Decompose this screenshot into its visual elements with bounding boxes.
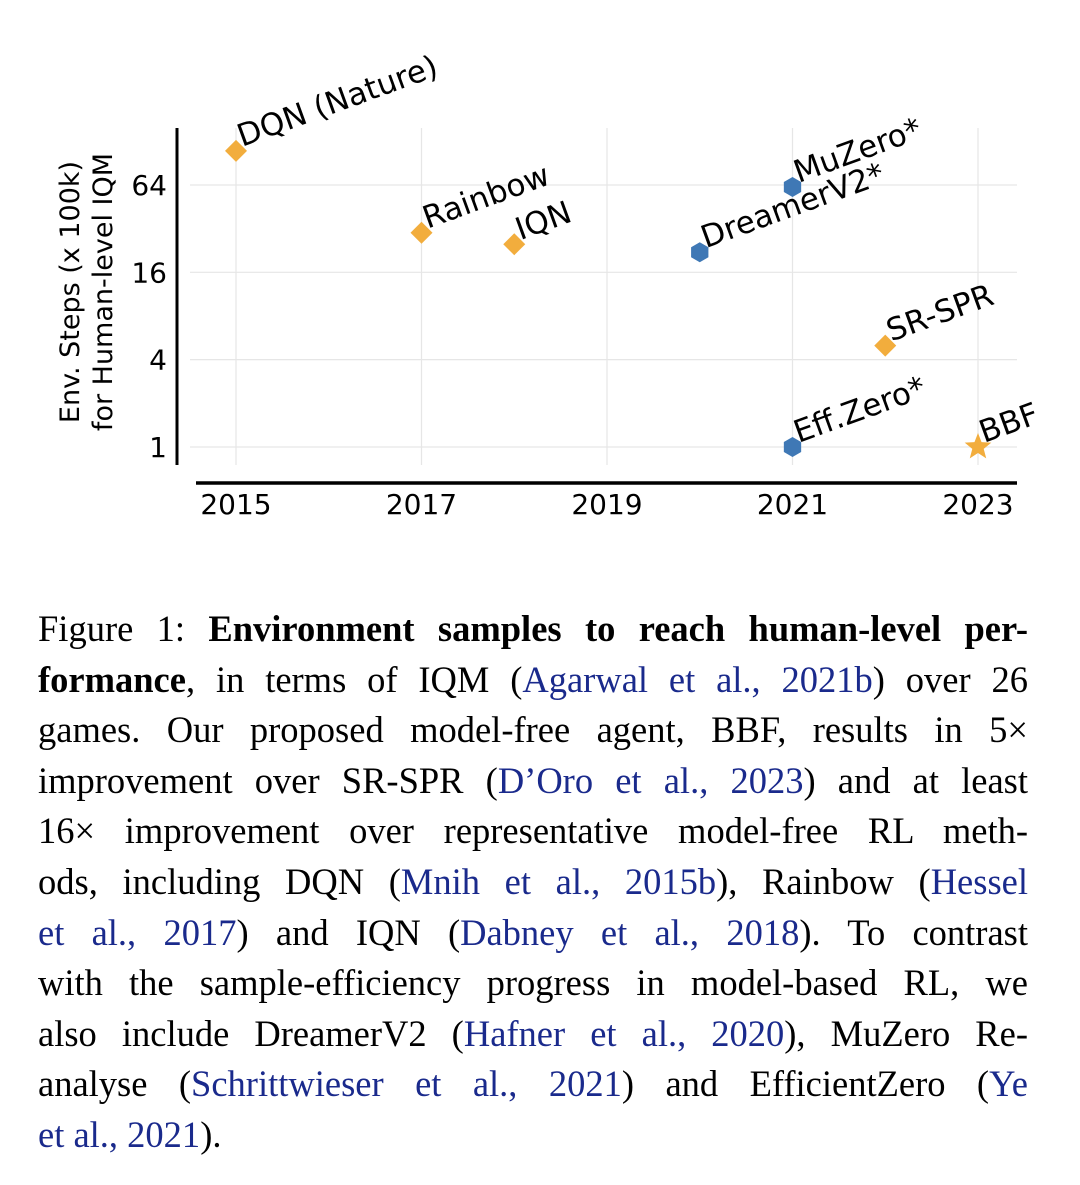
caption-text: games. Our proposed model-free agent, BB… [38, 709, 1028, 751]
figure-1-chart: 2015 2017 2019 2021 2023 1 4 16 64 Env. Steps (… [0, 0, 1080, 590]
caption-text: ). [200, 1113, 222, 1155]
caption-text: ). To contrast [799, 911, 1028, 953]
caption-text: ) over 26 [872, 658, 1028, 700]
citation-link-ye[interactable]: Ye [989, 1063, 1028, 1105]
scatter-plot: 2015 2017 2019 2021 2023 1 4 16 64 Env. Steps (… [55, 49, 1043, 521]
caption-line-1: Figure 1: Environment samples to reach h… [38, 604, 1028, 655]
point-bbf [964, 433, 992, 459]
caption-line-6: ods, including DQN (Mnih et al., 2015b),… [38, 857, 1028, 908]
caption-text: ) and at least [803, 759, 1028, 801]
caption-title: Environment samples to reach human-level… [208, 608, 1028, 649]
y-tick-label: 16 [131, 256, 167, 289]
caption-line-3: games. Our proposed model-free agent, BB… [38, 705, 1028, 756]
citation-link-hessel-cont[interactable]: et al., 2017 [38, 911, 237, 953]
label-eff-zero: Eff.Zero* [789, 370, 931, 451]
citation-link-doro[interactable]: D’Oro et al., 2023 [497, 759, 804, 801]
caption-text: improvement over SR-SPR ( [38, 759, 498, 801]
x-tick-label: 2023 [942, 488, 1013, 521]
caption-text: 16× improvement over representative mode… [38, 810, 1028, 852]
point-rainbow [410, 221, 433, 244]
x-tick-label: 2015 [200, 488, 271, 521]
point-eff-zero [783, 437, 802, 457]
caption-text: also include DreamerV2 ( [38, 1012, 464, 1054]
point-dreamerv2 [691, 242, 709, 263]
citation-link-ye-cont[interactable]: et al., 2021 [38, 1113, 201, 1155]
caption-text: ), Rainbow ( [716, 860, 931, 902]
caption-text: with the sample-efficiency progress in m… [38, 962, 1028, 1004]
caption-line-2: formance, in terms of IQM (Agarwal et al… [38, 655, 1028, 706]
label-bbf: BBF [974, 396, 1043, 450]
point-sr-spr [874, 334, 897, 357]
point-dqn-nature [225, 139, 247, 162]
caption-line-8: with the sample-efficiency progress in m… [38, 958, 1028, 1009]
caption-line-11: et al., 2021). [38, 1110, 1028, 1161]
y-tick-label: 1 [149, 431, 167, 464]
caption-text: ) and EfficientZero ( [621, 1063, 990, 1105]
caption-line-4: improvement over SR-SPR (D’Oro et al., 2… [38, 756, 1028, 807]
x-tick-labels: 2015 2017 2019 2021 2023 [200, 488, 1013, 521]
caption-line-10: analyse (Schrittwieser et al., 2021) and… [38, 1059, 1028, 1110]
caption-text: , in terms of IQM ( [185, 658, 523, 700]
point-iqn [503, 233, 526, 256]
y-axis-label-line-1: Env. Steps (x 100k) [55, 161, 86, 423]
caption-title-end: formance [38, 658, 186, 700]
caption-text: ), MuZero Re- [784, 1012, 1028, 1054]
citation-link-mnih[interactable]: Mnih et al., 2015b [400, 860, 717, 902]
point-muzero [783, 176, 802, 197]
caption-line-9: also include DreamerV2 (Hafner et al., 2… [38, 1009, 1028, 1060]
label-sr-spr: SR-SPR [882, 277, 999, 349]
x-tick-label: 2017 [386, 488, 457, 521]
y-tick-label: 4 [149, 344, 167, 377]
caption-line-5: 16× improvement over representative mode… [38, 806, 1028, 857]
caption-figure-number: Figure 1: [38, 608, 209, 649]
citation-link-hafner[interactable]: Hafner et al., 2020 [463, 1012, 785, 1054]
caption-line-7: et al., 2017) and IQN (Dabney et al., 20… [38, 908, 1028, 959]
y-tick-label: 64 [131, 169, 167, 202]
label-dqn-nature: DQN (Nature) [232, 49, 442, 155]
caption-text: analyse ( [38, 1063, 192, 1105]
citation-link-schrittwieser[interactable]: Schrittwieser et al., 2021 [191, 1063, 622, 1105]
x-tick-label: 2019 [571, 488, 642, 521]
caption-text: ) and IQN ( [236, 911, 461, 953]
citation-link-dabney[interactable]: Dabney et al., 2018 [460, 911, 800, 953]
figure-caption: Figure 1: Environment samples to reach h… [38, 604, 1028, 1161]
x-tick-label: 2021 [757, 488, 828, 521]
y-tick-labels: 1 4 16 64 [131, 169, 167, 464]
y-axis-label-line-2: for Human-level IQM [88, 153, 119, 431]
citation-link-agarwal[interactable]: Agarwal et al., 2021b [522, 658, 873, 700]
citation-link-hessel[interactable]: Hessel [930, 860, 1029, 902]
grid-lines [190, 128, 1017, 465]
caption-text: ods, including DQN ( [38, 860, 401, 902]
